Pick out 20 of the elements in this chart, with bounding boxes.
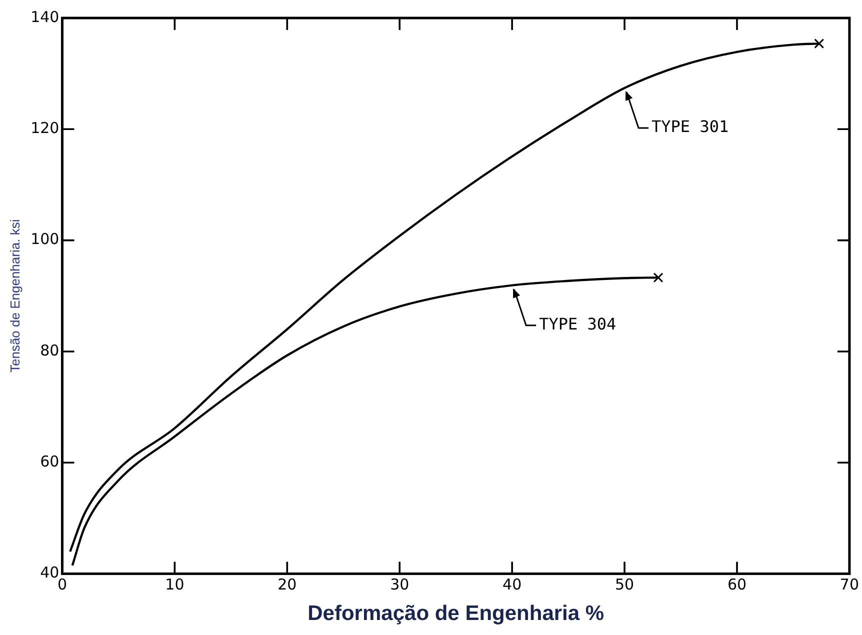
y-tick-label: 60 bbox=[40, 452, 60, 471]
annotation: TYPE 304 bbox=[539, 314, 616, 334]
line-series bbox=[69, 42, 820, 553]
line-series bbox=[71, 276, 660, 567]
x-tick-label: 40 bbox=[502, 576, 522, 594]
x-tick-label: 60 bbox=[727, 576, 747, 594]
x-tick-label: 50 bbox=[614, 576, 634, 594]
y-tick-label: 80 bbox=[40, 341, 60, 360]
y-tick-label: 100 bbox=[30, 230, 60, 248]
x-tick-label: 0 bbox=[57, 576, 68, 594]
annotation: TYPE 301 bbox=[652, 117, 729, 136]
y-tick-label: 140 bbox=[30, 8, 60, 26]
x-tick-label: 10 bbox=[165, 576, 184, 594]
x-tick-label: 70 bbox=[840, 576, 860, 594]
x-tick-label: 20 bbox=[278, 576, 297, 594]
x-axis-title: Deformação de Engenharia % bbox=[308, 602, 604, 626]
y-axis-title: Tensão de Engenharia. ksi bbox=[7, 219, 22, 373]
y-tick-label: 40 bbox=[40, 564, 60, 582]
y-tick-label: 120 bbox=[30, 119, 60, 138]
x-tick-label: 30 bbox=[390, 576, 410, 594]
